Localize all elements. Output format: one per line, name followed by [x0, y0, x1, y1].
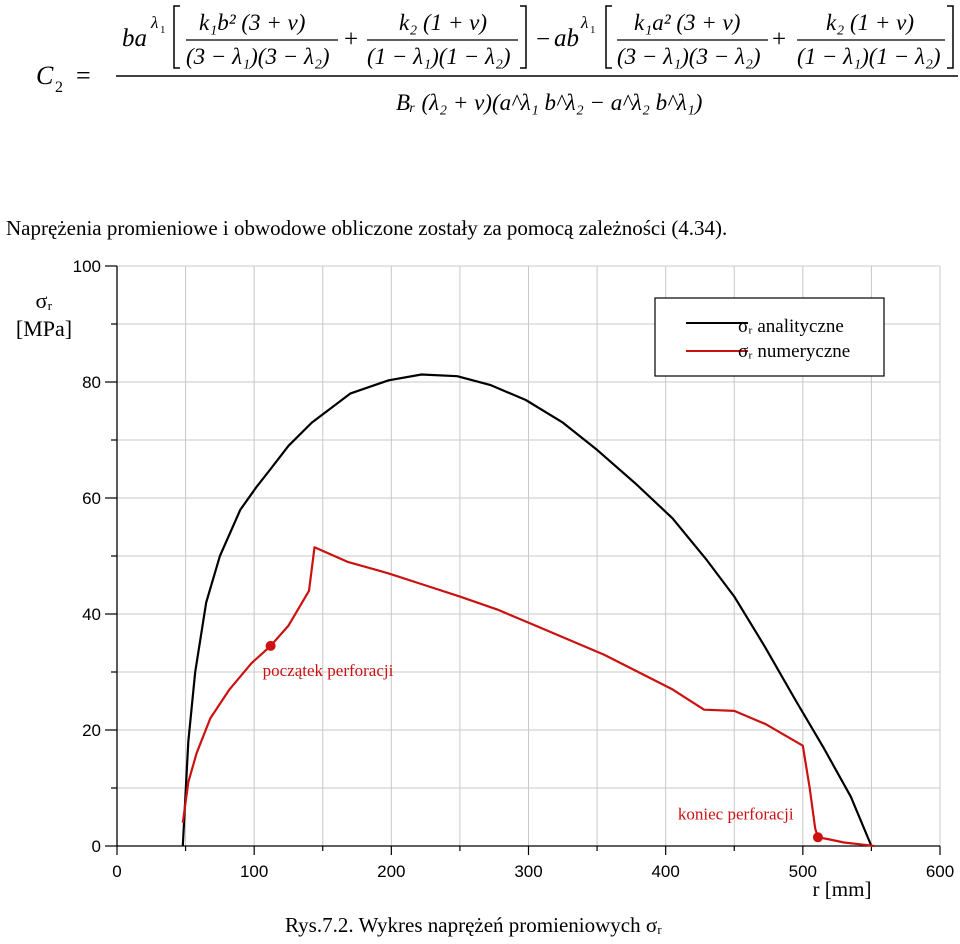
x-tick-label: 200	[377, 862, 405, 881]
figure-caption: Rys.7.2. Wykres naprężeń promieniowych σ…	[285, 913, 662, 937]
formula-frac4-num: k₂ (1 + ν)	[826, 10, 914, 35]
y-tick-label: 0	[92, 837, 101, 856]
annotations: początek perforacji koniec perforacji	[263, 640, 823, 843]
formula-left-bracket-2	[605, 5, 612, 69]
formula-right-bracket-1	[520, 5, 527, 69]
x-tick-label: 0	[112, 862, 121, 881]
legend-label-numeric: σᵣ numeryczne	[738, 341, 850, 362]
formula-equals: =	[76, 61, 91, 90]
y-tick-label: 100	[73, 257, 101, 276]
formula-frac1-den: (3 − λ₁)(3 − λ₂)	[186, 44, 330, 69]
x-tick-label: 600	[926, 862, 954, 881]
x-tick-label: 300	[514, 862, 542, 881]
formula-frac2-den: (1 − λ₁)(1 − λ₂)	[367, 44, 511, 69]
formula-plus-2: +	[772, 26, 786, 53]
formula-right-bracket-2	[947, 5, 954, 69]
formula-plus-1: +	[344, 26, 358, 53]
stress-chart: 0 100 200 300 400 500 600 0 20 40 60 80 100 początek…	[16, 257, 955, 937]
formula-minus: −	[536, 26, 550, 53]
formula-term2-exp: λ	[580, 13, 588, 32]
grid	[117, 265, 941, 846]
y-tick-label: 40	[82, 605, 101, 624]
x-axis-label: r [mm]	[813, 877, 872, 901]
series-line-numeric	[181, 546, 875, 848]
legend: σᵣ analityczne σᵣ numeryczne	[654, 297, 885, 377]
annotation-marker	[265, 640, 276, 651]
formula-term2-factor: ab	[554, 25, 579, 52]
axes	[105, 265, 941, 855]
legend-box	[654, 297, 885, 377]
intro-text: Naprężenia promieniowe i obwodowe oblicz…	[6, 216, 728, 240]
formula-lhs: C	[36, 61, 54, 90]
formula-lhs-sub: 2	[55, 79, 63, 96]
formula-frac2-num: k₂ (1 + ν)	[399, 10, 487, 35]
tick-labels: 0 100 200 300 400 500 600 0 20 40 60 80 100	[73, 257, 955, 881]
legend-label-analytic: σᵣ analityczne	[738, 316, 844, 337]
y-tick-label: 20	[82, 721, 101, 740]
series	[181, 373, 875, 848]
y-tick-label: 60	[82, 489, 101, 508]
formula-frac1-num: k₁b² (3 + ν)	[199, 10, 305, 35]
formula-frac3-num: k₁a² (3 + ν)	[634, 10, 740, 35]
formula-term1-exp-sub: 1	[160, 24, 166, 36]
series-line-analytic	[181, 373, 873, 847]
formula-c2: C 2 = ba λ 1 k₁b² (3 + ν) (3 − λ₁)(3 − λ…	[36, 5, 958, 115]
formula-term1-exp: λ	[150, 13, 158, 32]
annotation-marker	[812, 832, 823, 843]
x-tick-label: 500	[789, 862, 817, 881]
y-axis-label-unit: [MPa]	[16, 316, 72, 341]
formula-denominator: Bᵣ (λ₂ + ν)(a^λ₁ b^λ₂ − a^λ₂ b^λ₁)	[396, 90, 702, 115]
annotation-label: początek perforacji	[263, 661, 394, 680]
annotation-label: koniec perforacji	[678, 804, 794, 823]
y-axis-label-symbol: σᵣ	[36, 288, 53, 313]
formula-term1-factor: ba	[122, 25, 147, 52]
x-tick-label: 400	[651, 862, 679, 881]
formula-left-bracket-1	[173, 5, 180, 69]
formula-frac3-den: (3 − λ₁)(3 − λ₂)	[617, 44, 761, 69]
y-tick-label: 80	[82, 373, 101, 392]
formula-term2-exp-sub: 1	[590, 24, 596, 36]
formula-frac4-den: (1 − λ₁)(1 − λ₂)	[797, 44, 941, 69]
x-tick-label: 100	[240, 862, 268, 881]
